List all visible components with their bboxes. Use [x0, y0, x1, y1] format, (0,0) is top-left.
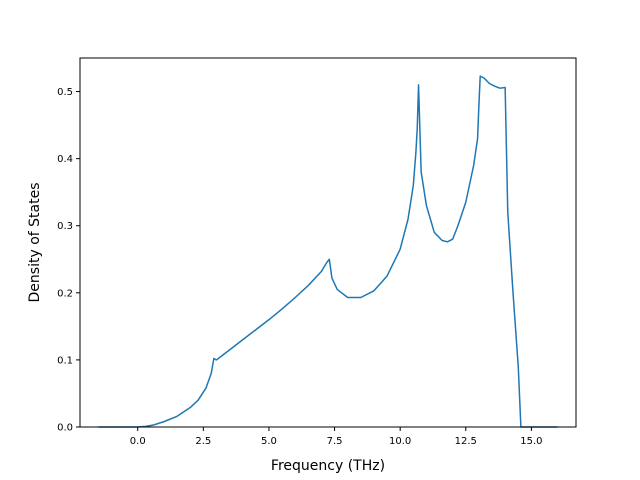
- y-axis-ticks: 0.0 0.1 0.2 0.3 0.4 0.5: [57, 87, 80, 434]
- y-tick-label: 0.4: [57, 154, 73, 165]
- x-axis-ticks: 0.0 2.5 5.0 7.5 10.0 12.5 15.0: [130, 427, 543, 447]
- y-tick-label: 0.3: [57, 221, 73, 232]
- y-tick-label: 0.2: [57, 288, 73, 299]
- dos-series-line: [98, 75, 558, 428]
- x-tick-label: 15.0: [520, 436, 542, 447]
- plot-layer: [98, 75, 558, 428]
- y-tick-label: 0.5: [57, 87, 73, 98]
- x-tick-label: 7.5: [327, 436, 343, 447]
- x-tick-label: 12.5: [455, 436, 477, 447]
- y-tick-label: 0.1: [57, 355, 73, 366]
- y-tick-label: 0.0: [57, 423, 73, 434]
- x-tick-label: 10.0: [389, 436, 411, 447]
- x-tick-label: 2.5: [195, 436, 211, 447]
- y-axis-title: Density of States: [27, 183, 43, 303]
- plot-frame: [79, 57, 577, 428]
- x-tick-label: 0.0: [130, 436, 146, 447]
- x-tick-label: 5.0: [261, 436, 277, 447]
- x-axis-title: Frequency (THz): [271, 458, 385, 474]
